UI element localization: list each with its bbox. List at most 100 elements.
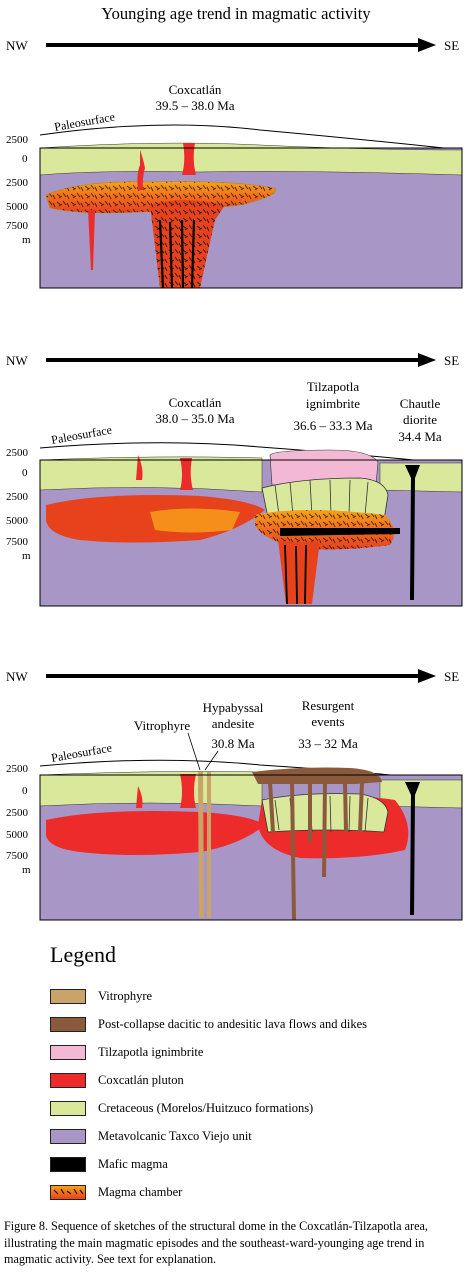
vitrophyre-label: Vitrophyre — [134, 718, 190, 733]
depth-axis: 2500 0 2500 5000 7500 m — [6, 763, 31, 876]
nw-label: NW — [6, 669, 28, 684]
post-collapse-lava-flows — [252, 767, 382, 784]
ignimbrite-label: ignimbrite — [306, 396, 360, 411]
axis-unit: m — [22, 550, 31, 562]
nw-label: NW — [6, 353, 28, 368]
direction-arrow-head — [418, 669, 436, 683]
feeder-mafic-dikes — [284, 544, 307, 605]
legend-label: Magma chamber — [98, 1184, 183, 1199]
tick-2500: 2500 — [6, 491, 29, 503]
coxcatlan-age-label: 38.0 – 35.0 Ma — [155, 411, 234, 426]
depth-axis: 2500 0 2500 5000 7500 m — [6, 134, 31, 246]
panel-2: NW SE Coxcatlán 38.0 – 35.0 Ma Tilzapotl… — [6, 353, 463, 607]
panel-3: NW SE Vitrophyre Hypabyssal andesite 30.… — [6, 669, 463, 921]
figure-caption: Figure 8. Sequence of sketches of the st… — [4, 1219, 428, 1266]
tilzapotla-ignimbrite — [269, 449, 379, 486]
legend-swatch — [50, 1128, 86, 1144]
legend-swatch — [50, 1016, 86, 1032]
depth-axis: 2500 0 2500 5000 7500 m — [6, 447, 31, 562]
chautle-age-label: 34.4 Ma — [398, 429, 442, 444]
tick-0: 0 — [22, 153, 28, 165]
legend-label: Cretaceous (Morelos/Huitzuco formations) — [98, 1100, 314, 1115]
hypabyssal-andesite-dike — [207, 772, 211, 918]
hypabyssal-leader — [204, 750, 219, 771]
legend-swatch-magma-chamber — [50, 1184, 86, 1200]
coxcatlan-name-label: Coxcatlán — [169, 82, 222, 97]
panel-frame — [39, 774, 463, 921]
panel-frame — [39, 147, 463, 289]
mafic-sill — [280, 528, 400, 536]
chautle-diorite — [405, 782, 420, 915]
paleosurface-line — [39, 442, 463, 466]
coxcatlan-name-label: Coxcatlán — [169, 395, 222, 410]
figure-title: Younging age trend in magmatic activity — [101, 4, 371, 23]
legend-swatch — [50, 988, 86, 1004]
tick-2500: 2500 — [6, 807, 29, 819]
tick-2500-up: 2500 — [6, 134, 29, 146]
legend-label: Metavolcanic Taxco Viejo unit — [98, 1128, 252, 1143]
legend-item-lava-flows: Post-collapse dacitic to andesitic lava … — [50, 1016, 367, 1032]
cretaceous-layer — [39, 771, 263, 807]
cretaceous-layer — [39, 456, 263, 493]
legend-label: Coxcatlán pluton — [98, 1072, 184, 1087]
tilzapotla-name-label: Tilzapotla — [307, 379, 359, 394]
tick-7500: 7500 — [6, 536, 29, 548]
tick-7500: 7500 — [6, 220, 29, 232]
events-label: events — [311, 714, 344, 729]
legend-item-taxco-viejo: Metavolcanic Taxco Viejo unit — [50, 1128, 252, 1144]
magma-chamber-fracture-icon — [53, 1188, 84, 1194]
dike — [88, 210, 95, 270]
tick-2500: 2500 — [6, 177, 29, 189]
coxcatlan-stock — [180, 774, 196, 808]
legend-swatch — [50, 1100, 86, 1116]
hypabyssal-label: Hypabyssal — [203, 700, 264, 715]
coxcatlan-stock — [180, 458, 193, 490]
mafic-magma-dikes — [158, 219, 196, 289]
hypabyssal-age-label: 30.8 Ma — [211, 736, 255, 751]
legend-item-cretaceous: Cretaceous (Morelos/Huitzuco formations) — [50, 1100, 313, 1116]
axis-unit: m — [22, 234, 31, 246]
panel-1: NW SE Coxcatlán 39.5 – 38.0 Ma Paleosurf… — [6, 38, 463, 289]
legend-item-magma-chamber: Magma chamber — [50, 1184, 182, 1200]
coxcatlan-small-stock — [136, 786, 143, 808]
tick-5000: 5000 — [6, 201, 29, 213]
coxcatlan-small-stock — [136, 455, 143, 480]
paleosurface-line — [39, 124, 463, 151]
legend-swatch — [50, 1044, 86, 1060]
diorite-label: diorite — [403, 412, 437, 427]
direction-arrow-head — [418, 38, 436, 52]
chamber-core — [150, 508, 240, 533]
legend-swatch — [50, 1156, 86, 1172]
coxcatlan-stock — [182, 143, 196, 175]
vitrophyre-leader — [187, 732, 201, 771]
resurgent-age-label: 33 – 32 Ma — [298, 736, 358, 751]
legend-label: Mafic magma — [98, 1156, 168, 1171]
tick-2500-up: 2500 — [6, 447, 29, 459]
post-collapse-dikes — [268, 781, 364, 921]
legend-item-vitrophyre: Vitrophyre — [50, 988, 152, 1004]
axis-unit: m — [22, 864, 31, 876]
se-label: SE — [444, 669, 459, 684]
se-label: SE — [444, 38, 459, 53]
direction-arrow-head — [418, 353, 436, 367]
legend-label: Post-collapse dacitic to andesitic lava … — [98, 1016, 368, 1031]
cretaceous-layer-se — [379, 462, 463, 493]
legend-label: Tilzapotla ignimbrite — [98, 1044, 204, 1059]
legend-item-coxcatlan: Coxcatlán pluton — [50, 1072, 184, 1088]
pluton-stock-fractures — [150, 200, 225, 288]
chautle-name-label: Chautle — [400, 396, 441, 411]
coxcatlan-age-label: 39.5 – 38.0 Ma — [155, 98, 234, 113]
paleosurface-label: Paleosurface — [50, 423, 113, 447]
se-label: SE — [444, 353, 459, 368]
vitrophyre-dike — [198, 772, 204, 918]
feeder-stock — [278, 540, 320, 604]
tick-0: 0 — [22, 785, 28, 797]
tick-5000: 5000 — [6, 829, 29, 841]
legend-item-tilzapotla: Tilzapotla ignimbrite — [50, 1044, 203, 1060]
nw-label: NW — [6, 38, 28, 53]
andesite-label: andesite — [212, 716, 255, 731]
coxcatlan-small-stock — [137, 150, 145, 190]
legend-label: Vitrophyre — [98, 988, 153, 1003]
legend-title: Legend — [50, 942, 116, 967]
tick-5000: 5000 — [6, 515, 29, 527]
